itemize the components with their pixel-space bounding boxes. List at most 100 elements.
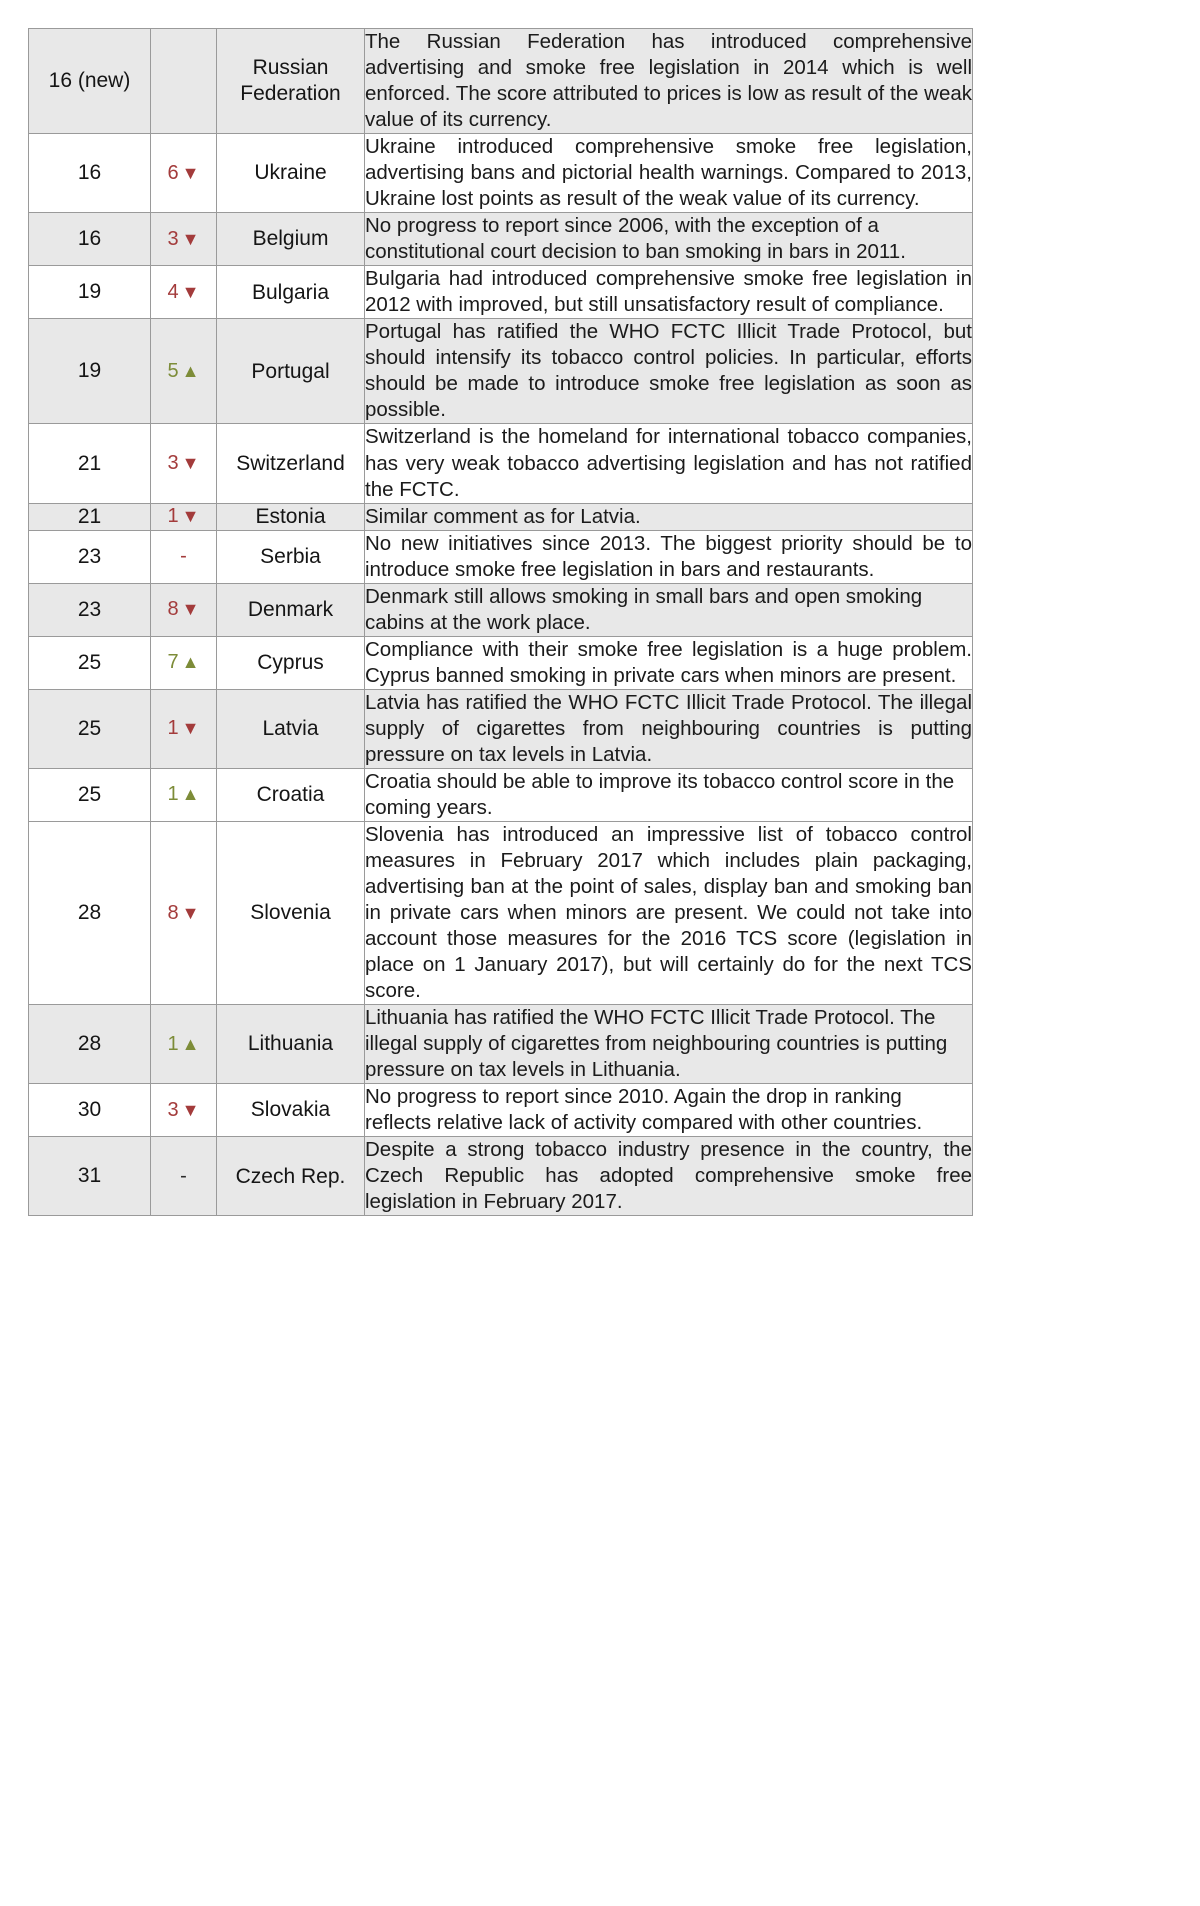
country-comment-cell: Bulgaria had introduced comprehensive sm… bbox=[364, 265, 973, 320]
country-comment-cell: Lithuania has ratified the WHO FCTC Illi… bbox=[364, 1004, 973, 1085]
country-name-cell: Latvia bbox=[216, 688, 365, 769]
table-row: 16 6 ▼ Ukraine Ukraine introduced comprehens… bbox=[28, 133, 973, 214]
rank-cell: 19 bbox=[28, 318, 151, 425]
country-name-cell: Belgium bbox=[216, 212, 365, 267]
rank-cell: 28 bbox=[28, 820, 151, 1006]
country-comment-cell: Slovenia has introduced an impressive li… bbox=[364, 820, 973, 1006]
rank-cell: 16 bbox=[28, 212, 151, 267]
arrow-down-icon: ▼ bbox=[181, 228, 200, 249]
rank-change-cell: 5 ▲ bbox=[150, 318, 217, 425]
table-row: 19 4 ▼ Bulgaria Bulgaria had introduced comp… bbox=[28, 265, 973, 320]
country-comment-cell: Compliance with their smoke free legisla… bbox=[364, 635, 973, 690]
table-row: 21 3 ▼ Switzerland Switzerland is the homela… bbox=[28, 423, 973, 504]
rank-cell: 30 bbox=[28, 1083, 151, 1138]
table-row: 23 8 ▼ Denmark Denmark still allows smoking … bbox=[28, 582, 973, 637]
table-row: 25 1 ▲ Croatia Croatia should be able to imp… bbox=[28, 767, 973, 822]
rank-cell: 25 bbox=[28, 688, 151, 769]
rank-change-value: 1 bbox=[167, 505, 179, 528]
rank-change-value: 1 bbox=[167, 783, 179, 806]
country-name-cell: Russian Federation bbox=[216, 27, 365, 135]
country-name-cell: Lithuania bbox=[216, 1004, 365, 1085]
arrow-down-icon: ▼ bbox=[181, 902, 200, 923]
rank-change-value: 3 bbox=[167, 227, 179, 250]
rank-change-value: 5 bbox=[167, 359, 179, 382]
rank-change-value: 8 bbox=[167, 901, 179, 924]
country-comment-cell: Ukraine introduced comprehensive smoke f… bbox=[364, 133, 973, 214]
rank-change-cell: 3 ▼ bbox=[150, 212, 217, 267]
country-comment-cell: Croatia should be able to improve its to… bbox=[364, 767, 973, 822]
rank-change-cell: 8 ▼ bbox=[150, 582, 217, 637]
rank-change-cell bbox=[150, 27, 217, 135]
country-ranking-table: 16 (new) Russian Federation The Russian Fe… bbox=[28, 27, 973, 1217]
country-name-cell: Portugal bbox=[216, 318, 365, 425]
country-name-cell: Slovakia bbox=[216, 1083, 365, 1138]
country-comment-cell: Latvia has ratified the WHO FCTC Illicit… bbox=[364, 688, 973, 769]
country-comment-cell: Portugal has ratified the WHO FCTC Illic… bbox=[364, 318, 973, 425]
rank-cell: 19 bbox=[28, 265, 151, 320]
rank-change-cell: 7 ▲ bbox=[150, 635, 217, 690]
arrow-down-icon: ▼ bbox=[181, 281, 200, 302]
rank-change-value: 7 bbox=[167, 651, 179, 674]
rank-change-cell: 4 ▼ bbox=[150, 265, 217, 320]
table-row: 25 7 ▲ Cyprus Compliance with their smoke fr… bbox=[28, 635, 973, 690]
table-row: 16 3 ▼ Belgium No progress to report since 2… bbox=[28, 212, 973, 267]
rank-change-value: 3 bbox=[167, 1098, 179, 1121]
arrow-down-icon: ▼ bbox=[181, 453, 200, 474]
rank-change-cell: 6 ▼ bbox=[150, 133, 217, 214]
rank-change-cell: 8 ▼ bbox=[150, 820, 217, 1006]
table-row: 28 1 ▲ Lithuania Lithuania has ratified the … bbox=[28, 1004, 973, 1085]
country-name-cell: Croatia bbox=[216, 767, 365, 822]
country-name-cell: Slovenia bbox=[216, 820, 365, 1006]
rank-change-cell: 1 ▲ bbox=[150, 1004, 217, 1085]
table-body: 16 (new) Russian Federation The Russian Fe… bbox=[28, 27, 973, 1217]
rank-cell: 25 bbox=[28, 635, 151, 690]
arrow-up-icon: ▲ bbox=[181, 784, 200, 805]
country-comment-cell: No progress to report since 2006, with t… bbox=[364, 212, 973, 267]
rank-cell: 28 bbox=[28, 1004, 151, 1085]
rank-change-cell: 1 ▲ bbox=[150, 767, 217, 822]
rank-cell: 21 bbox=[28, 502, 151, 531]
country-comment-cell: Similar comment as for Latvia. bbox=[364, 502, 973, 531]
rank-cell: 16 (new) bbox=[28, 27, 151, 135]
rank-change-cell: - bbox=[150, 1136, 217, 1217]
rank-change-cell: 3 ▼ bbox=[150, 423, 217, 504]
rank-change-value: 1 bbox=[167, 717, 179, 740]
table-row: 19 5 ▲ Portugal Portugal has ratified the WH… bbox=[28, 318, 973, 425]
country-comment-cell: The Russian Federation has introduced co… bbox=[364, 27, 973, 135]
country-comment-cell: Switzerland is the homeland for internat… bbox=[364, 423, 973, 504]
country-name-cell: Cyprus bbox=[216, 635, 365, 690]
rank-change-cell: 1 ▼ bbox=[150, 688, 217, 769]
table-row: 23 - Serbia No new initiatives since 2013. … bbox=[28, 529, 973, 584]
country-comment-cell: No progress to report since 2010. Again … bbox=[364, 1083, 973, 1138]
rank-cell: 21 bbox=[28, 423, 151, 504]
rank-change-value: 3 bbox=[167, 452, 179, 475]
rank-change-none: - bbox=[180, 545, 187, 568]
rank-cell: 31 bbox=[28, 1136, 151, 1217]
rank-change-cell: - bbox=[150, 529, 217, 584]
arrow-up-icon: ▲ bbox=[181, 1033, 200, 1054]
rank-change-cell: 3 ▼ bbox=[150, 1083, 217, 1138]
arrow-down-icon: ▼ bbox=[181, 162, 200, 183]
rank-change-value: 8 bbox=[167, 598, 179, 621]
country-name-cell: Bulgaria bbox=[216, 265, 365, 320]
table-row: 25 1 ▼ Latvia Latvia has ratified the WHO FC… bbox=[28, 688, 973, 769]
rank-change-none: - bbox=[180, 1164, 187, 1187]
country-name-cell: Estonia bbox=[216, 502, 365, 531]
country-comment-cell: Despite a strong tobacco industry presen… bbox=[364, 1136, 973, 1217]
arrow-down-icon: ▼ bbox=[181, 599, 200, 620]
country-name-cell: Czech Rep. bbox=[216, 1136, 365, 1217]
rank-change-value: 4 bbox=[167, 280, 179, 303]
table-row: 31 - Czech Rep. Despite a strong tobacco in… bbox=[28, 1136, 973, 1217]
arrow-up-icon: ▲ bbox=[181, 652, 200, 673]
country-name-cell: Denmark bbox=[216, 582, 365, 637]
country-comment-cell: Denmark still allows smoking in small ba… bbox=[364, 582, 973, 637]
table-row: 30 3 ▼ Slovakia No progress to report since … bbox=[28, 1083, 973, 1138]
table-row: 28 8 ▼ Slovenia Slovenia has introduced an i… bbox=[28, 820, 973, 1006]
rank-cell: 16 bbox=[28, 133, 151, 214]
rank-change-value: 1 bbox=[167, 1032, 179, 1055]
country-name-cell: Ukraine bbox=[216, 133, 365, 214]
rank-change-cell: 1 ▼ bbox=[150, 502, 217, 531]
country-name-cell: Serbia bbox=[216, 529, 365, 584]
rank-cell: 25 bbox=[28, 767, 151, 822]
arrow-down-icon: ▼ bbox=[181, 506, 200, 527]
